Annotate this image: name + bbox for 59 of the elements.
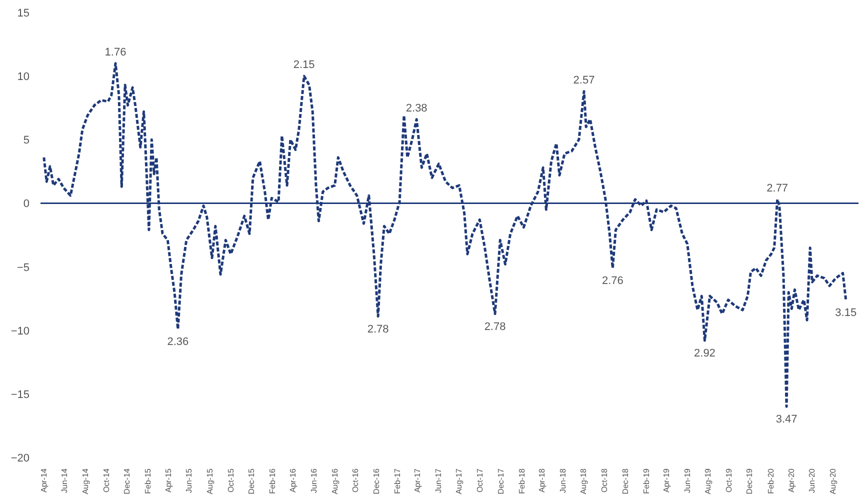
x-tick-label: Oct-18	[600, 468, 609, 493]
x-tick-label: Aug-20	[828, 468, 838, 494]
annotation: 2.15	[293, 59, 315, 72]
x-tick-label: Dec-19	[745, 468, 754, 494]
x-tick-label: Aug-17	[454, 468, 464, 494]
annotation: 2.92	[694, 348, 716, 360]
annotation: 2.77	[766, 182, 788, 194]
x-tick-label: Oct-17	[476, 468, 485, 493]
x-tick-label: Feb-20	[766, 468, 776, 494]
y-tick-label: −5	[16, 262, 30, 274]
x-tick-label: Feb-17	[393, 468, 402, 494]
x-tick-label: Jun-15	[184, 468, 194, 493]
x-tick-label: Dec-14	[122, 468, 132, 494]
x-tick-label: Aug-14	[81, 468, 90, 494]
annotation: 1.76	[104, 46, 126, 58]
y-tick-label: 15	[17, 8, 30, 20]
x-tick-label: Dec-17	[496, 468, 506, 494]
x-tick-label: Feb-18	[517, 468, 526, 494]
x-tick-label: Dec-15	[247, 468, 256, 494]
x-tick-label: Oct-16	[351, 468, 360, 493]
x-tick-label: Jun-20	[808, 468, 817, 493]
annotation: 2.78	[367, 323, 389, 336]
x-tick-label: Dec-16	[372, 468, 381, 494]
x-tick-label: Apr-20	[786, 468, 796, 493]
x-tick-label: Feb-15	[144, 468, 153, 494]
annotation: 2.76	[602, 275, 624, 288]
x-tick-label: Aug-16	[330, 468, 340, 494]
x-tick-label: Apr-17	[413, 468, 422, 493]
x-tick-label: Aug-19	[704, 468, 713, 494]
annotation: 2.38	[406, 102, 428, 114]
x-tick-label: Dec-18	[620, 468, 630, 494]
x-tick-label: Oct-15	[226, 468, 236, 493]
x-tick-label: Oct-19	[724, 468, 734, 493]
annotation: 3.15	[835, 306, 857, 319]
annotation: 3.47	[776, 414, 798, 426]
y-tick-label: −20	[10, 452, 30, 464]
x-tick-label: Apr-18	[538, 468, 547, 493]
x-tick-label: Jun-18	[558, 468, 568, 493]
y-tick-label: 5	[23, 134, 30, 147]
annotation: 2.57	[573, 74, 595, 86]
y-tick-label: −15	[10, 388, 30, 401]
x-tick-label: Jun-14	[60, 468, 70, 493]
x-tick-label: Apr-14	[39, 468, 48, 493]
x-tick-label: Aug-18	[579, 468, 588, 494]
x-tick-label: Aug-15	[205, 468, 214, 494]
annotation: 2.36	[167, 336, 189, 348]
annotation: 2.78	[484, 320, 506, 333]
x-tick-label: Jun-19	[682, 468, 692, 493]
x-tick-label: Apr-16	[288, 468, 298, 493]
x-tick-label: Apr-15	[164, 468, 173, 493]
x-tick-label: Feb-16	[268, 468, 278, 494]
y-tick-label: 0	[23, 198, 30, 210]
y-tick-label: −10	[10, 325, 30, 338]
y-tick-label: 10	[17, 71, 30, 84]
x-tick-label: Jun-16	[309, 468, 318, 493]
x-tick-label: Jun-17	[434, 468, 443, 493]
x-tick-label: Oct-14	[102, 468, 111, 493]
x-tick-label: Feb-19	[642, 468, 651, 494]
x-tick-label: Apr-19	[662, 468, 672, 493]
